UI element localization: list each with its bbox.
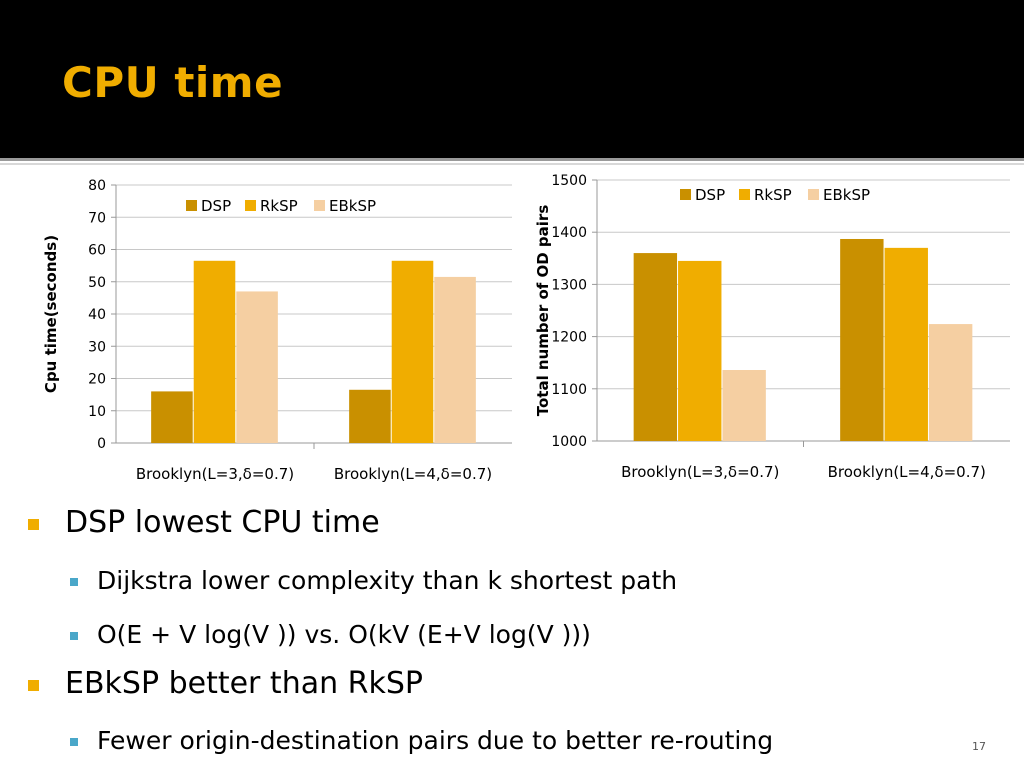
y-tick-label: 20 [88, 372, 106, 388]
y-axis-label: Total number of OD pairs [534, 205, 552, 417]
header-divider-light [0, 163, 1024, 165]
y-tick-label: 1000 [551, 434, 587, 450]
x-tick-label: Brooklyn(L=3,δ=0.7) [136, 465, 294, 483]
legend-label: DSP [201, 197, 231, 215]
bar-dsp [349, 389, 391, 443]
legend-swatch-dsp [186, 200, 197, 211]
slide-number: 17 [972, 740, 986, 753]
bullet-text: EBkSP better than RkSP [65, 666, 423, 701]
bar-ebksp [434, 276, 476, 443]
slide-title: CPU time [62, 58, 284, 107]
y-tick-label: 50 [88, 275, 106, 291]
y-tick-label: 40 [88, 307, 106, 323]
bar-rksp [193, 260, 236, 443]
sub-bullet-text: Dijkstra lower complexity than k shortes… [97, 566, 678, 595]
y-tick-label: 0 [97, 436, 106, 452]
y-axis-label: Cpu time(seconds) [42, 235, 60, 393]
y-tick-label: 10 [88, 404, 106, 420]
y-tick-label: 1100 [551, 382, 587, 398]
y-tick-label: 1400 [551, 225, 587, 241]
sub-bullet-text: O(E + V log(V )) vs. O(kV (E+V log(V ))) [97, 620, 591, 649]
bar-dsp [633, 253, 678, 441]
sub-bullet-square-icon [70, 578, 78, 586]
legend-swatch-rksp [739, 189, 750, 200]
legend-swatch-rksp [245, 200, 256, 211]
legend-label: RkSP [260, 197, 298, 215]
bar-rksp [391, 260, 434, 443]
y-tick-label: 70 [88, 210, 106, 226]
bullet-text: DSP lowest CPU time [65, 505, 380, 540]
legend-swatch-dsp [680, 189, 691, 200]
x-tick-label: Brooklyn(L=3,δ=0.7) [621, 463, 779, 481]
bar-dsp [151, 391, 193, 443]
y-tick-label: 1300 [551, 277, 587, 293]
x-tick-label: Brooklyn(L=4,δ=0.7) [828, 463, 986, 481]
bar-rksp [678, 260, 722, 441]
header-divider [0, 158, 1024, 161]
bullet-square-icon [28, 680, 39, 691]
y-tick-label: 60 [88, 243, 106, 259]
bar-ebksp [236, 291, 278, 443]
y-tick-label: 1500 [551, 173, 587, 189]
legend-label: RkSP [754, 186, 792, 204]
y-tick-label: 80 [88, 178, 106, 194]
sub-bullet-square-icon [70, 738, 78, 746]
slide-header [0, 0, 1024, 158]
legend-label: DSP [695, 186, 725, 204]
y-tick-label: 30 [88, 339, 106, 355]
bar-ebksp [722, 370, 766, 441]
sub-bullet-text: Fewer origin-destination pairs due to be… [97, 726, 774, 755]
bar-ebksp [928, 324, 973, 441]
x-tick-label: Brooklyn(L=4,δ=0.7) [334, 465, 492, 483]
bar-rksp [884, 247, 928, 441]
legend-swatch-ebksp [808, 189, 819, 200]
sub-bullet-square-icon [70, 632, 78, 640]
legend-label: EBkSP [329, 197, 376, 215]
legend-label: EBkSP [823, 186, 870, 204]
bullet-square-icon [28, 519, 39, 530]
y-tick-label: 1200 [551, 330, 587, 346]
legend-swatch-ebksp [314, 200, 325, 211]
bar-dsp [840, 238, 884, 441]
